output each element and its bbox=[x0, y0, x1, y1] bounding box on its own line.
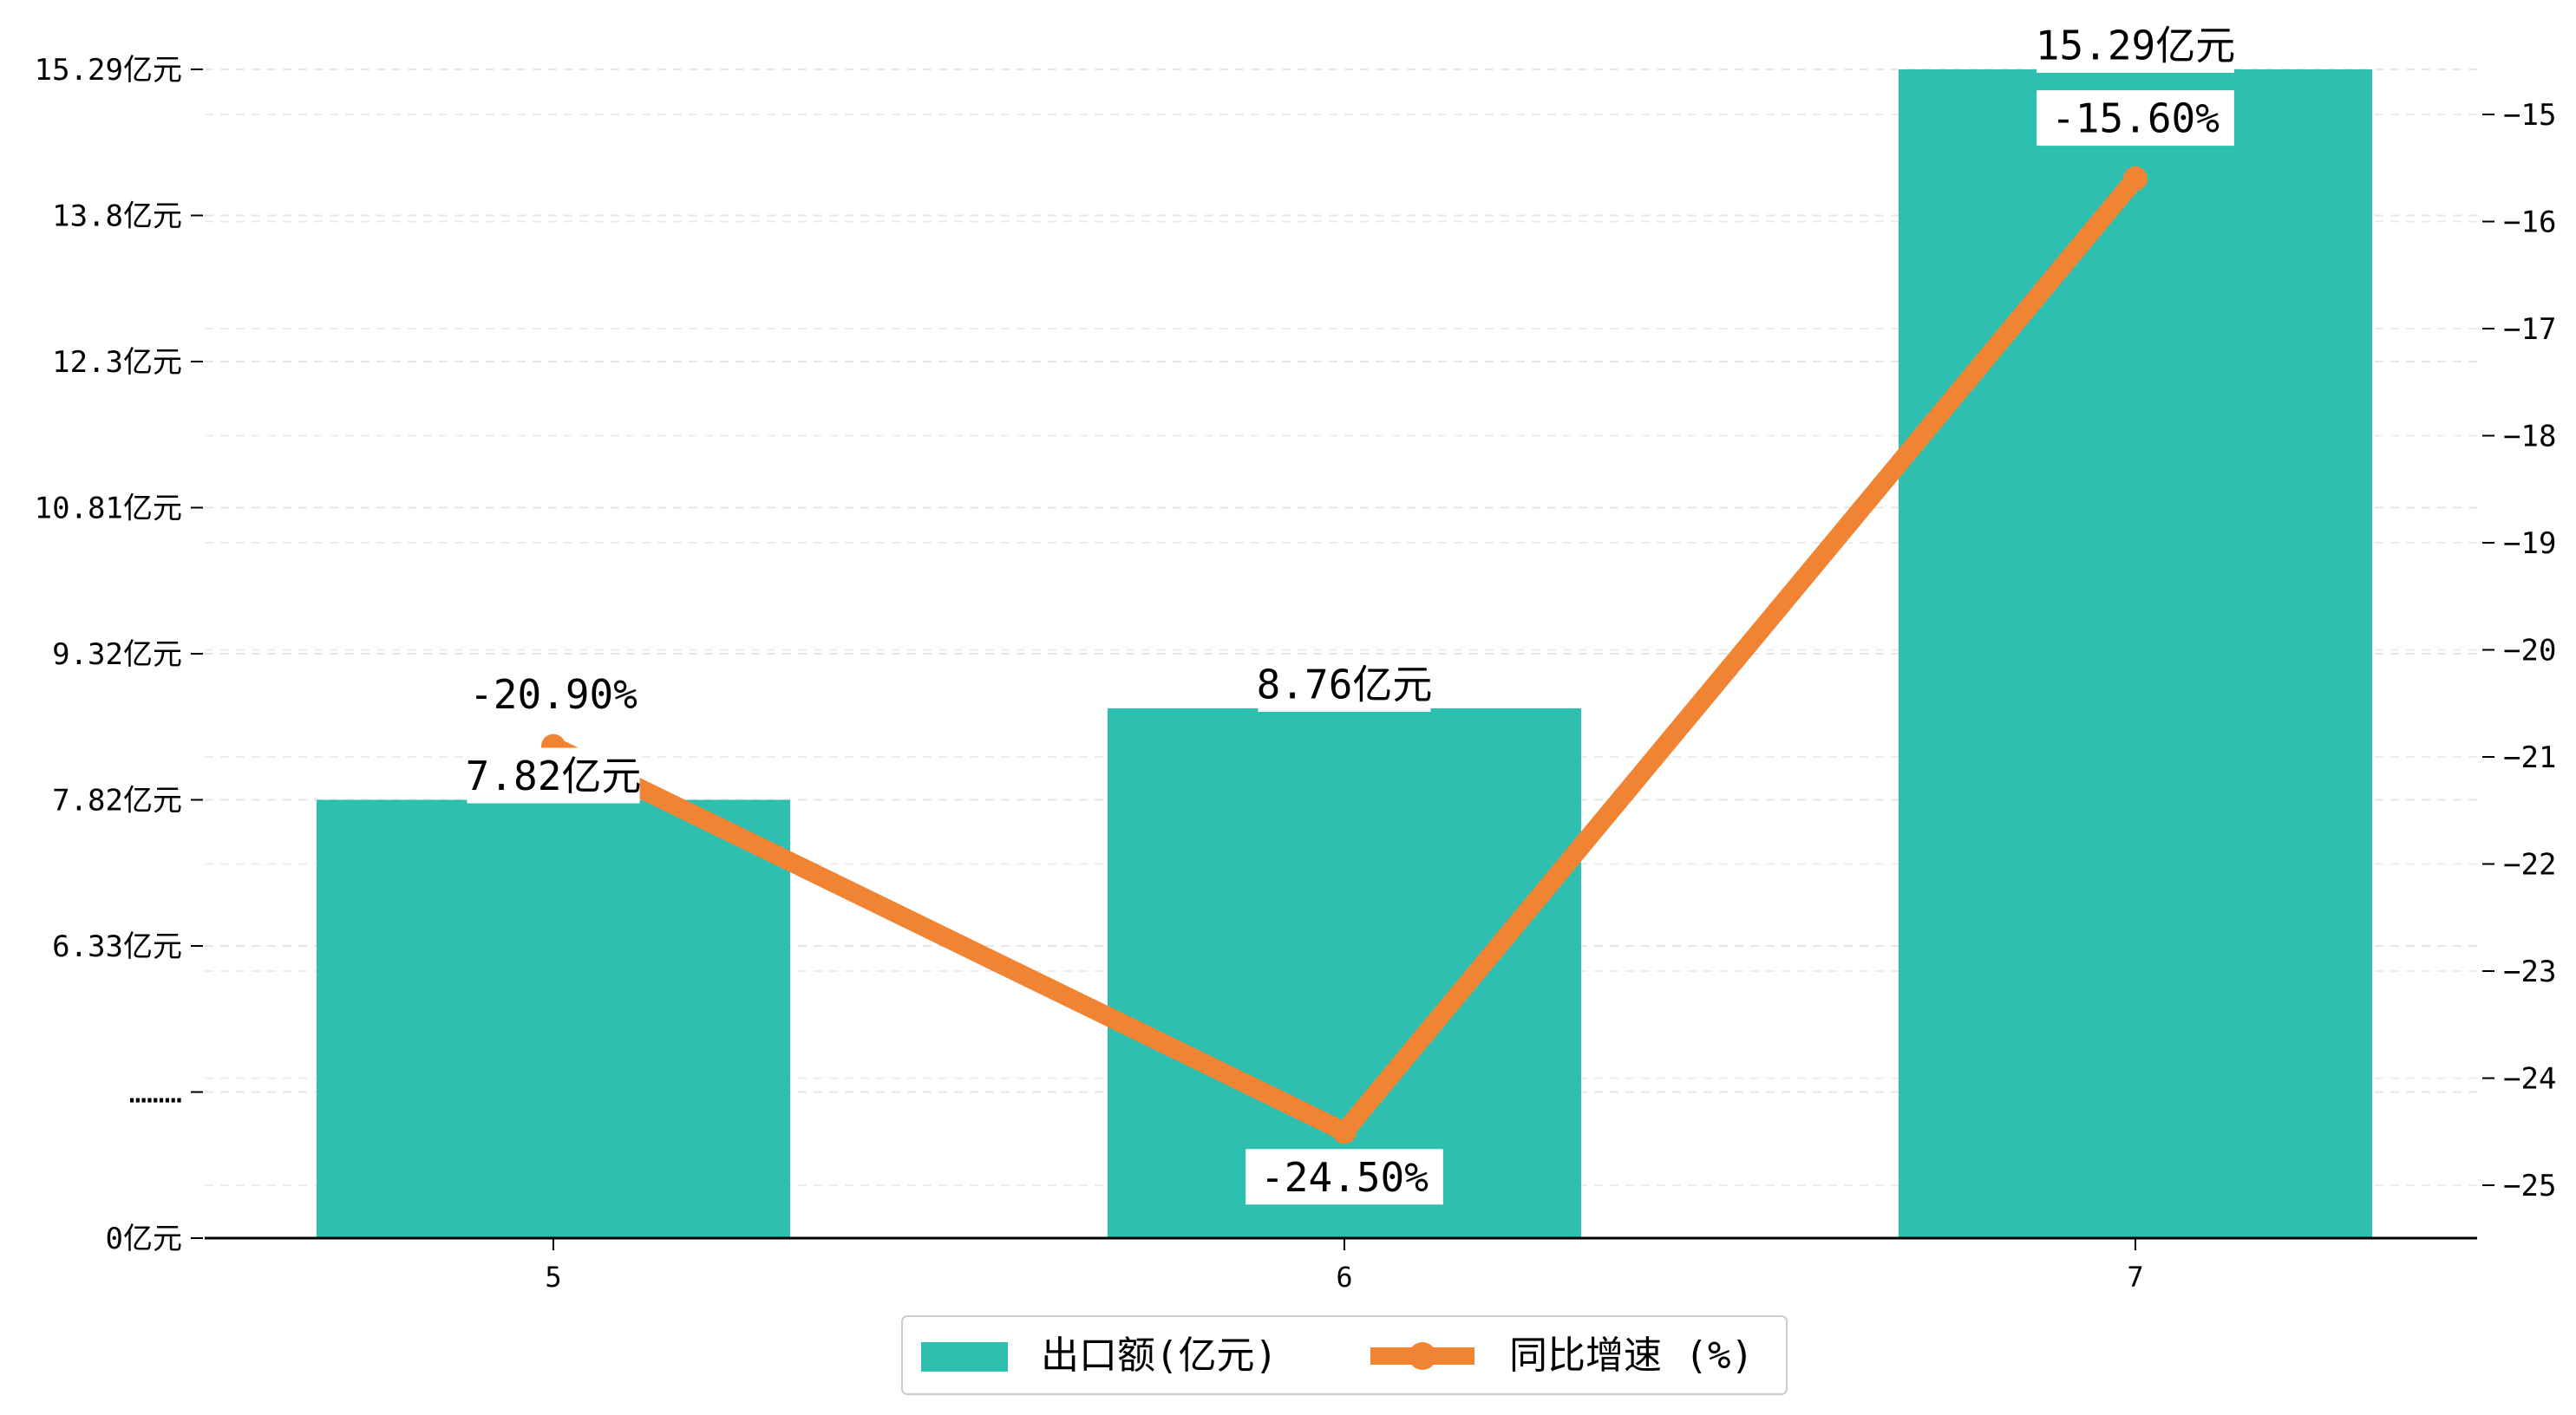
y-right-tick-label: −24 bbox=[2503, 1062, 2556, 1097]
bar-value-label-box bbox=[1258, 655, 1431, 712]
x-tick-label: 7 bbox=[2127, 1261, 2143, 1294]
y-right-tick-label: −16 bbox=[2503, 205, 2556, 240]
y-right-tick-label: −15 bbox=[2503, 98, 2556, 133]
bar-value-label-box bbox=[467, 747, 640, 804]
y-left-tick-label: 9.32亿元 bbox=[52, 637, 182, 672]
y-right-tick-label: −18 bbox=[2503, 420, 2556, 454]
y-right-tick-label: −17 bbox=[2503, 312, 2556, 347]
y-right-tick-label: −19 bbox=[2503, 526, 2556, 561]
axes: 5 6 7 0亿元 ……… 6.33亿元 7.82亿元 9.32亿元 10.81亿元 12.3亿元… bbox=[35, 53, 2557, 1294]
y-right-tick-label: −20 bbox=[2503, 634, 2556, 668]
y-left-tick-label: 15.29亿元 bbox=[35, 53, 182, 88]
bar-value-label: 15.29亿元 bbox=[2036, 23, 2235, 69]
bar-value-label-box bbox=[2037, 17, 2234, 73]
legend-label-bar: 出口额(亿元) bbox=[1041, 1333, 1278, 1378]
line-value-label-box bbox=[2037, 90, 2234, 147]
legend: 出口额(亿元) 同比增速 (%) bbox=[901, 1315, 1788, 1395]
y-right-tick-label: −25 bbox=[2503, 1169, 2556, 1203]
bar bbox=[1899, 69, 2372, 1238]
line-value-label: -15.60% bbox=[2051, 95, 2220, 142]
data-labels: 7.82亿元 8.76亿元 15.29亿元 -20.90% -24.50% -15.60% bbox=[454, 17, 2235, 1205]
y-left-tick-label: 6.33亿元 bbox=[52, 929, 182, 964]
legend-swatch-bar bbox=[921, 1342, 1008, 1372]
x-tick-label: 6 bbox=[1336, 1261, 1352, 1294]
y-right-tick-label: −23 bbox=[2503, 955, 2556, 989]
bar-value-label: 7.82亿元 bbox=[466, 753, 642, 799]
line-point bbox=[2123, 166, 2148, 192]
y-left-tick-label: ……… bbox=[129, 1076, 182, 1111]
y-left-tick-label: 7.82亿元 bbox=[52, 784, 182, 818]
legend-swatch-marker bbox=[1409, 1342, 1436, 1370]
line-value-label: -20.90% bbox=[469, 671, 637, 718]
line-value-label: -24.50% bbox=[1260, 1154, 1429, 1201]
y-right-tick-label: −22 bbox=[2503, 848, 2556, 883]
legend-frame bbox=[901, 1315, 1788, 1395]
y-left-tick-label: 12.3亿元 bbox=[52, 345, 182, 380]
bar-value-label: 8.76亿元 bbox=[1257, 661, 1433, 708]
x-tick-label: 5 bbox=[545, 1261, 561, 1294]
bar bbox=[317, 799, 790, 1238]
line-value-label-box bbox=[1246, 1149, 1443, 1205]
y-left-tick-label: 13.8亿元 bbox=[52, 199, 182, 234]
line-point bbox=[1332, 1119, 1357, 1144]
y-left-tick-label: 0亿元 bbox=[106, 1222, 182, 1256]
y-left-tick-label: 10.81亿元 bbox=[35, 492, 182, 526]
legend-label-line: 同比增速 (%) bbox=[1509, 1333, 1754, 1378]
line-value-label-box bbox=[454, 666, 652, 722]
y-right-tick-label: −21 bbox=[2503, 740, 2556, 775]
